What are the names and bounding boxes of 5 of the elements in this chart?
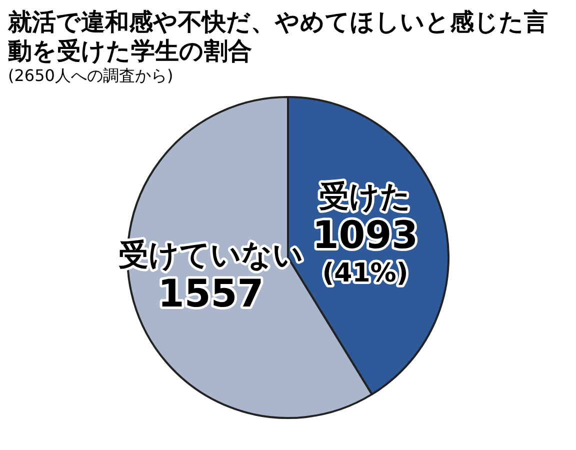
slice-label: 受けた (319, 180, 412, 216)
chart-title: 就活で違和感や不快だ、やめてほしいと感じた言動を受けた学生の割合 (8, 8, 549, 66)
data-label: 1557 (158, 272, 264, 316)
data-label: 1093 (41%) (312, 213, 418, 289)
chart-subtitle: (2650人への調査から) (8, 66, 174, 86)
